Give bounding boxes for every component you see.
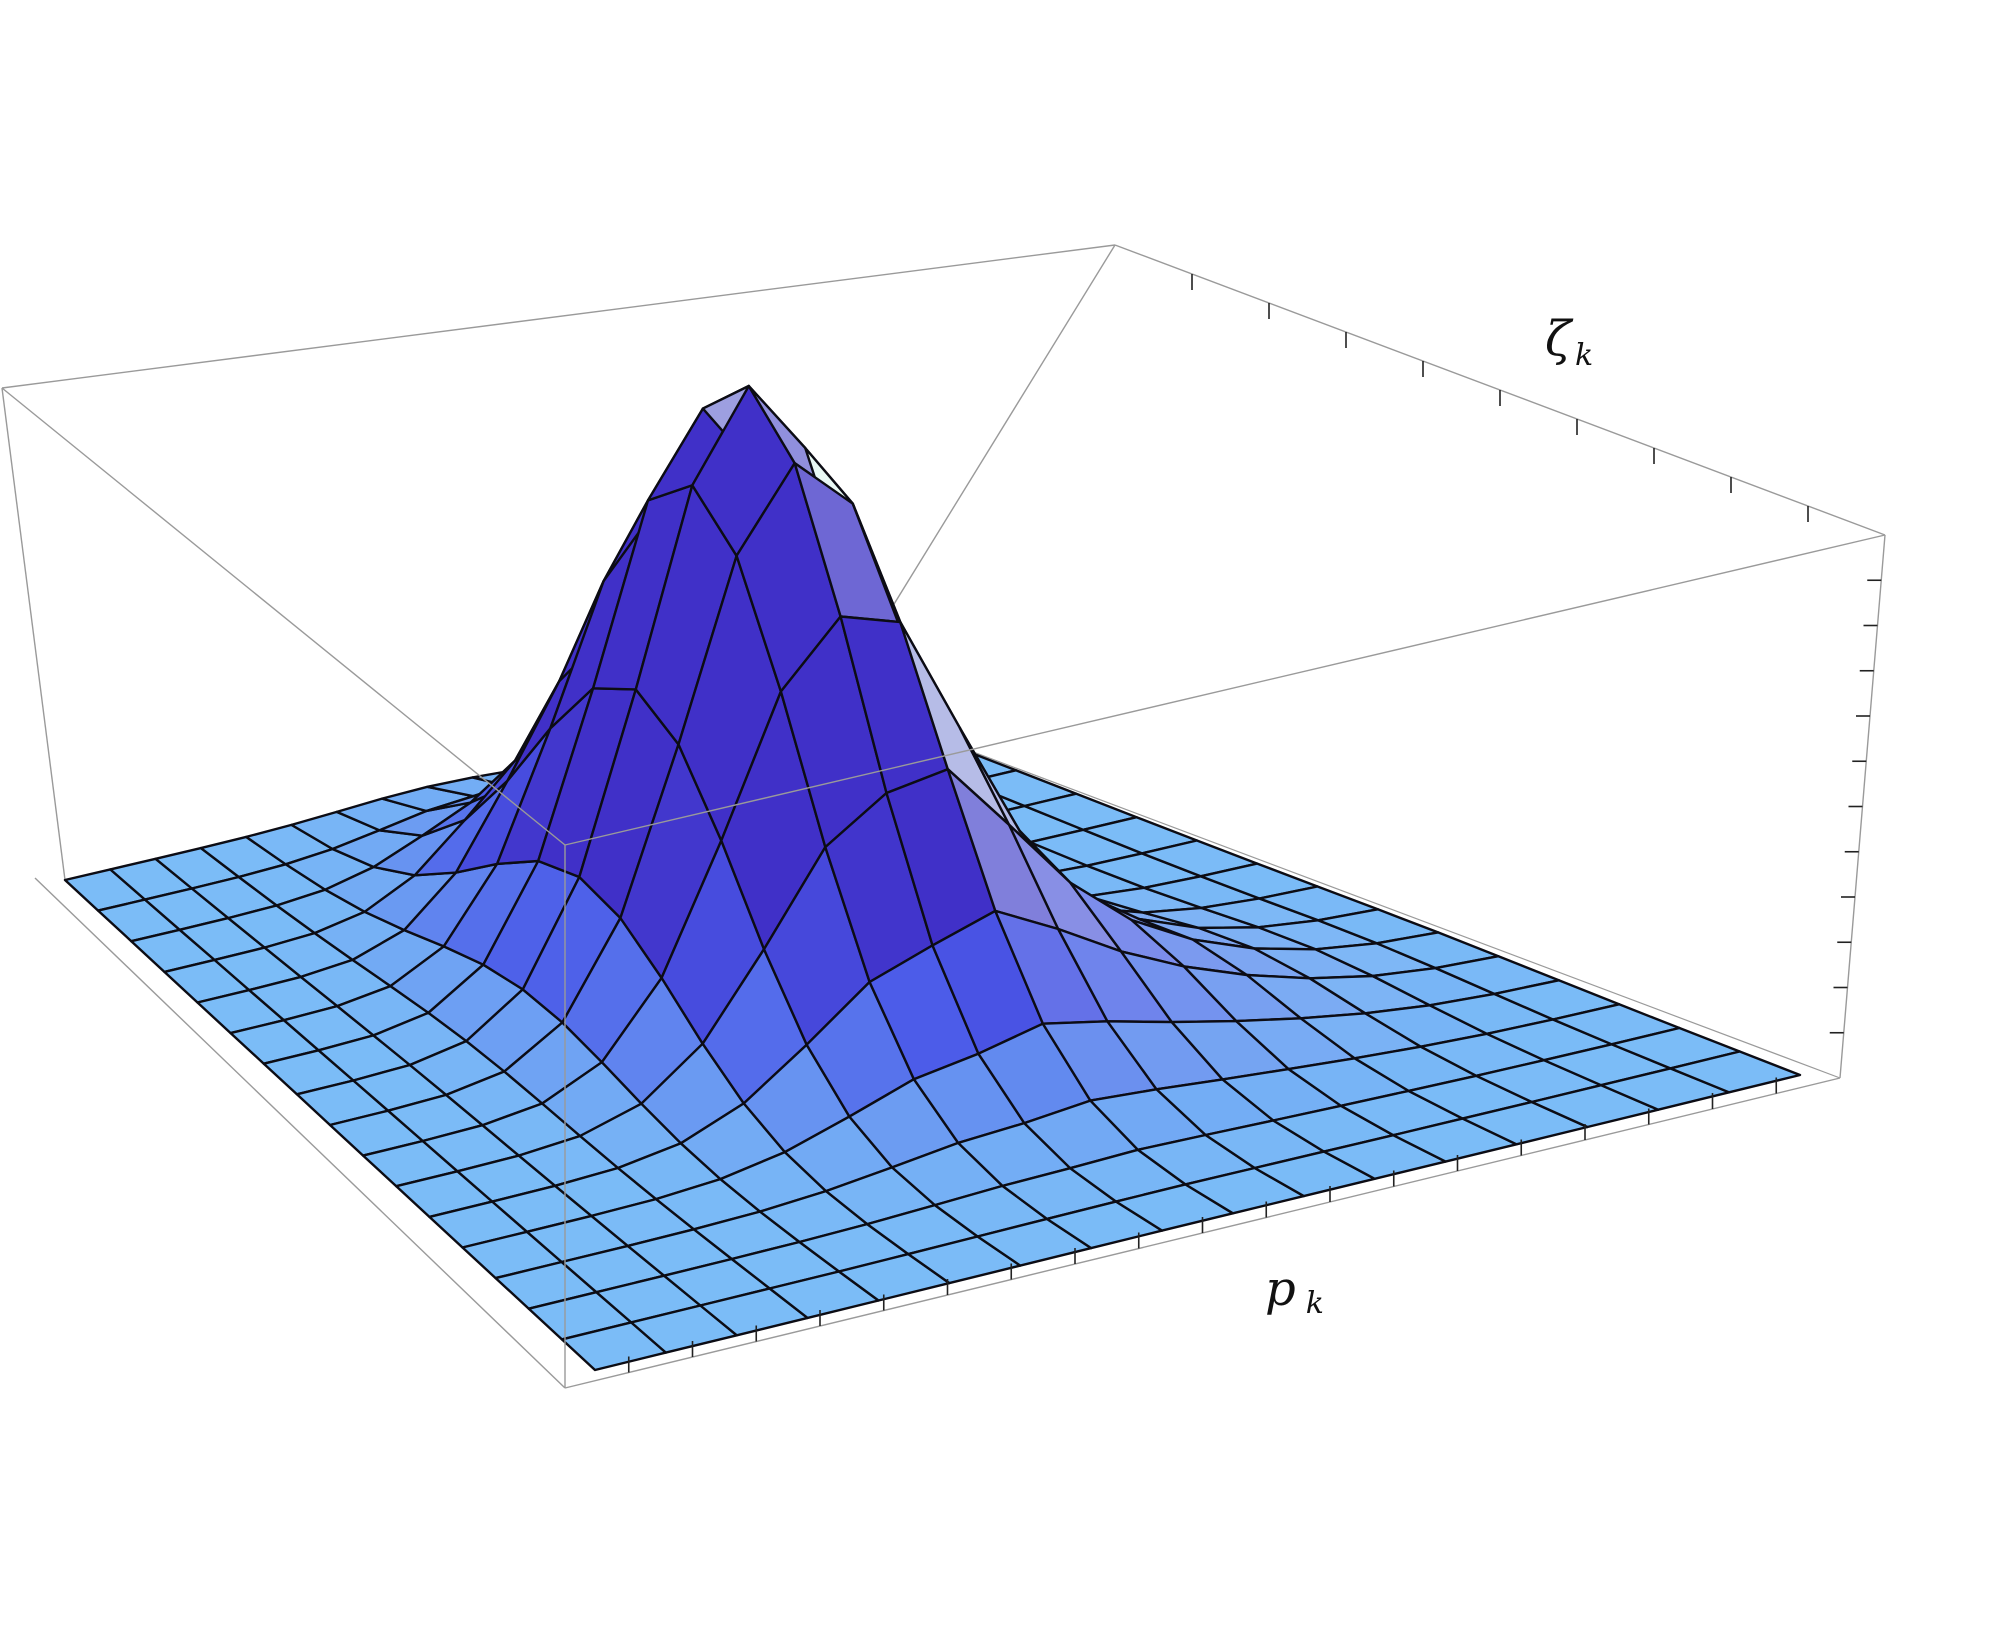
p-axis-symbol: p [1265, 1261, 1296, 1317]
box-edge-top-back [1, 244, 1116, 389]
box-edge-top-left [1, 387, 566, 846]
surface-cell [1669, 1050, 1802, 1094]
box-edge-floor-right [834, 699, 1841, 1079]
zeta-axis-subscript: k [1575, 338, 1593, 373]
box-edge-top-front [564, 534, 1886, 846]
box-edge-left-vertical [1, 387, 66, 881]
zeta-axis-symbol: ζ [1545, 311, 1574, 367]
surface-mesh [63, 384, 1802, 1372]
box-edge-floor-left [34, 877, 566, 1389]
p-axis-subscript: k [1306, 1286, 1324, 1321]
axis-ticks [627, 274, 1882, 1373]
